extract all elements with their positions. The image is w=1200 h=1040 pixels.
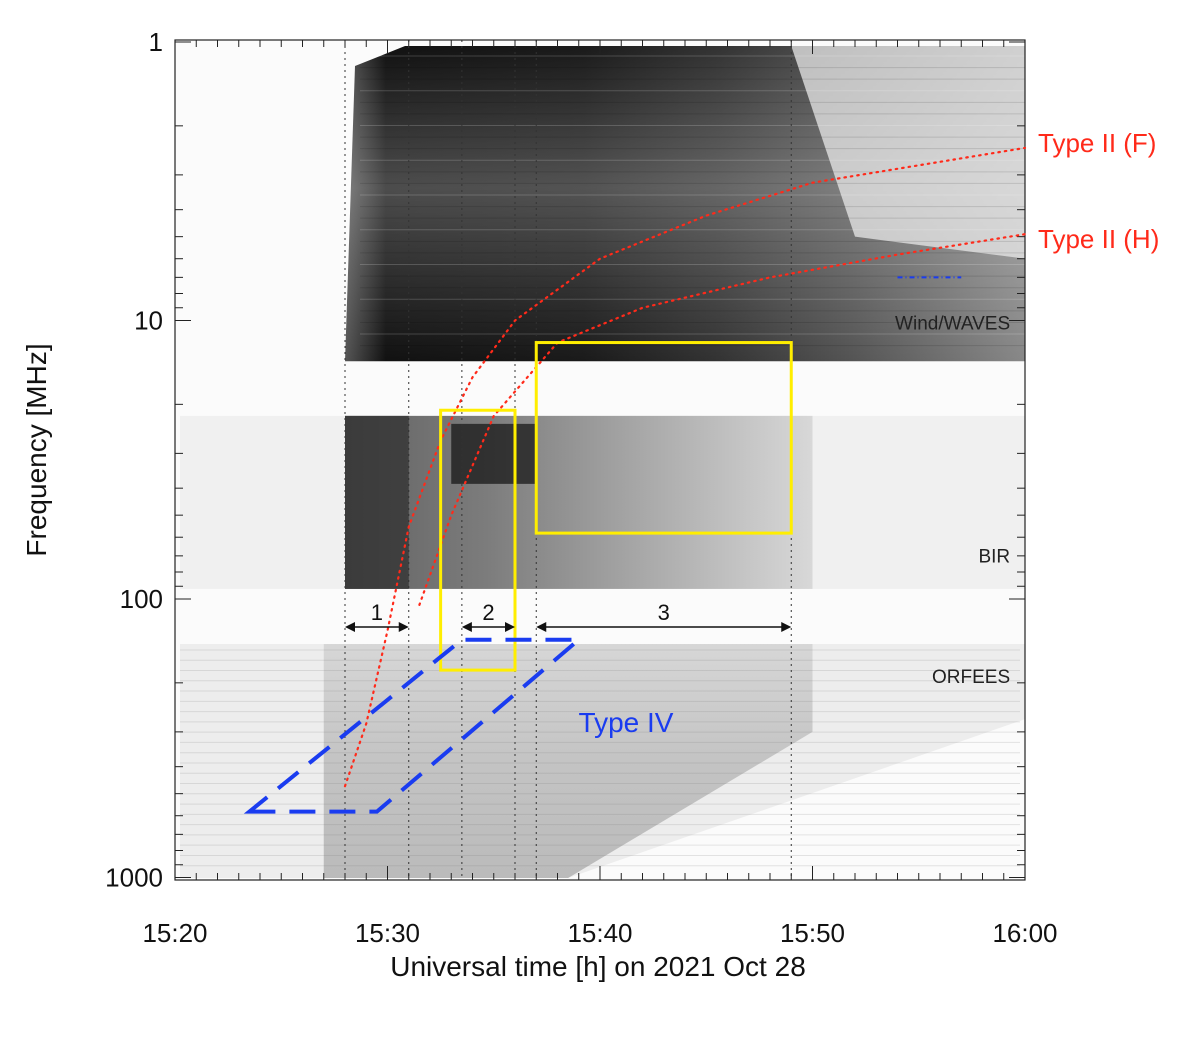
phase-3-label: 3 (658, 600, 670, 625)
phase-2-arrowhead-right (505, 622, 515, 632)
instrument-label: BIR (978, 547, 1010, 568)
y-tick-label: 10 (134, 306, 163, 336)
highlight-box-2 (534, 341, 793, 535)
phase-1-arrowhead-right (398, 622, 409, 632)
type-ii-f-label: Type II (F) (1038, 128, 1156, 158)
type-ii-h-label: Type II (H) (1038, 224, 1159, 254)
x-tick-label: 15:50 (780, 918, 845, 948)
phase-1-label: 1 (371, 600, 383, 625)
y-tick-label: 1 (149, 27, 163, 57)
instrument-label: ORFEES (932, 667, 1010, 688)
x-tick-label: 15:40 (567, 918, 632, 948)
x-tick-label: 16:00 (992, 918, 1057, 948)
bir-onset-burst (345, 415, 409, 589)
type-ii-harmonic-curve (418, 233, 1027, 606)
phase-3-arrowhead-right (781, 622, 792, 632)
instrument-label: Wind/WAVES (895, 314, 1010, 335)
type-ii-fundamental-curve (343, 146, 1027, 788)
x-tick-label: 15:20 (142, 918, 207, 948)
bir-spectrum (345, 415, 813, 589)
phase-2-arrowhead-left (461, 622, 472, 632)
phase-1-arrowhead-left (345, 622, 355, 632)
y-tick-label: 100 (120, 584, 163, 614)
x-tick-label: 15:30 (355, 918, 420, 948)
type-iv-outline (243, 637, 585, 814)
phase-3-arrowhead-left (536, 622, 547, 632)
wind-waves-light-region (791, 46, 1025, 259)
axes: 15:20 15:30 15:40 15:50 16:00 1 10 100 1000 (105, 27, 1057, 948)
type-iv-label: Type IV (579, 707, 674, 738)
y-axis-title: Frequency [MHz] (21, 343, 52, 556)
x-axis-title: Universal time [h] on 2021 Oct 28 (390, 951, 806, 982)
orfees-spectrum (323, 643, 813, 878)
bir-intense-burst (451, 423, 537, 484)
y-tick-label: 1000 (105, 863, 163, 893)
overlays: Wind/WAVES BIR ORFEES Type II (F) Type II (H… (243, 128, 1159, 814)
highlight-box-1 (439, 408, 517, 672)
spectra (180, 46, 1025, 878)
phase-2-label: 2 (482, 600, 494, 625)
